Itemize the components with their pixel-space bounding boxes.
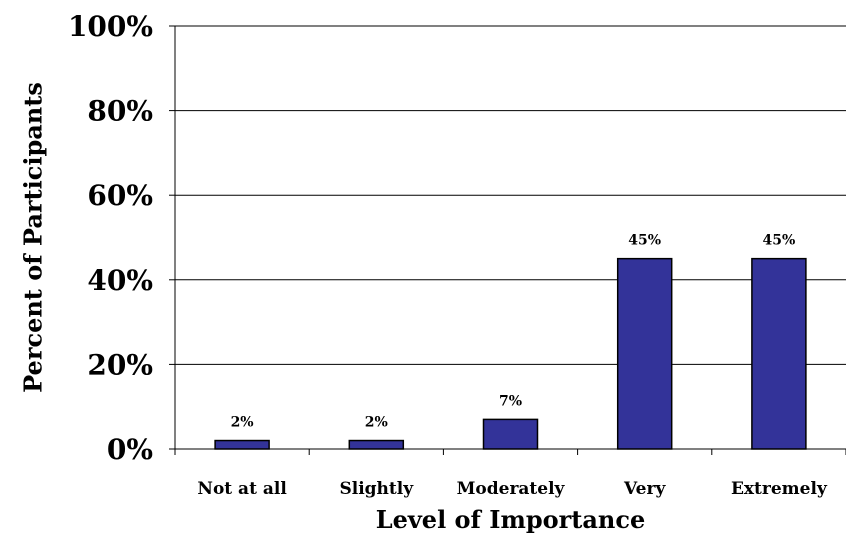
- bar: [482, 418, 539, 450]
- x-category-label: Slightly: [339, 479, 414, 499]
- y-tick-label: 20%: [87, 348, 153, 381]
- data-label: 2%: [365, 415, 388, 431]
- y-axis-title: Percent of Participants: [19, 82, 48, 393]
- y-tick-labels: 0% 20% 40% 60% 80% 100%: [68, 10, 153, 466]
- bars: [214, 257, 807, 450]
- gridlines: [175, 25, 846, 365]
- data-label: 45%: [763, 233, 796, 249]
- y-tick-label: 80%: [87, 95, 153, 128]
- x-category-label: Not at all: [197, 479, 287, 499]
- bar: [214, 439, 270, 450]
- data-label: 7%: [499, 393, 522, 409]
- x-category-label: Extremely: [731, 479, 828, 499]
- x-category-labels: Not at all Slightly Moderately Very Extremel…: [197, 479, 828, 499]
- x-category-label: Moderately: [457, 479, 566, 499]
- y-tick-label: 40%: [87, 264, 153, 297]
- y-tick-label: 100%: [68, 10, 153, 43]
- x-axis-title: Level of Importance: [376, 505, 646, 533]
- y-tick-label: 0%: [107, 433, 153, 466]
- y-tick-label: 60%: [87, 179, 153, 212]
- axes: [169, 25, 846, 455]
- bar: [348, 439, 405, 450]
- data-label: 45%: [628, 233, 661, 249]
- data-labels: 2% 2% 7% 45% 45%: [231, 233, 796, 431]
- data-label: 2%: [231, 415, 254, 431]
- x-category-label: Very: [623, 479, 666, 499]
- bar: [751, 257, 807, 450]
- bar: [616, 257, 673, 450]
